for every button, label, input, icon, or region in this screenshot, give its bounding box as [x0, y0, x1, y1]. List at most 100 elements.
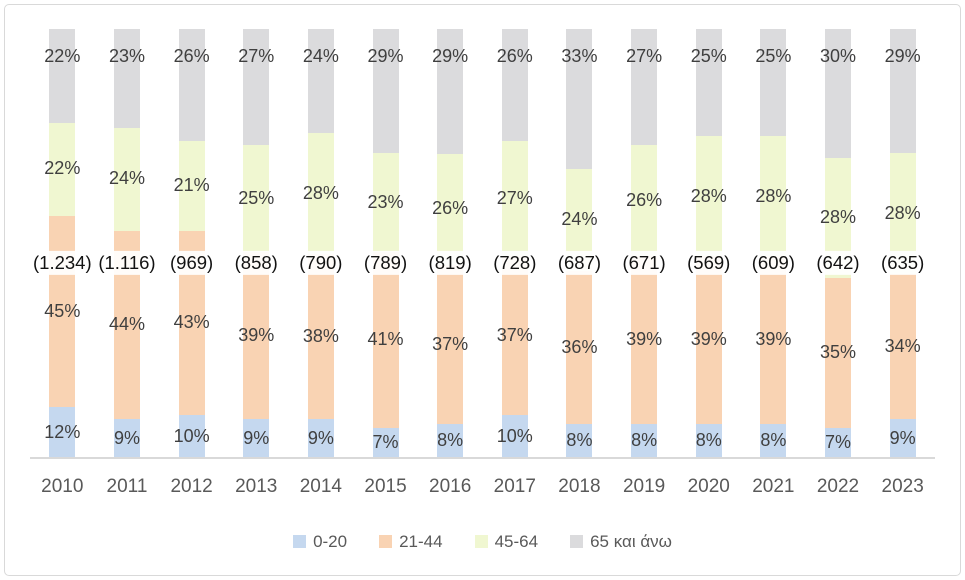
- stacked-bar: [372, 29, 399, 458]
- bar-segment-21-44: [695, 256, 722, 424]
- segment-label: 28%: [884, 202, 921, 223]
- x-axis-label: 2022: [816, 476, 860, 497]
- bar-column: 10% 43% 21% 26% (969): [159, 29, 224, 458]
- bar-segment-65-και-άνω: [49, 29, 76, 123]
- legend-swatch-0-20: [293, 534, 307, 548]
- bar-segment-0-20: [631, 423, 658, 458]
- segment-label: 26%: [432, 198, 469, 219]
- bar-segment-21-44: [437, 265, 464, 424]
- legend-item-45-64: 45-64: [474, 533, 538, 550]
- stacked-bar: [243, 29, 270, 458]
- stacked-bar: [307, 29, 334, 458]
- stacked-bar: [760, 29, 787, 458]
- bar-segment-65-και-άνω: [437, 29, 464, 154]
- x-axis-label: 2011: [106, 476, 148, 497]
- segment-label: 37%: [496, 324, 533, 345]
- chart-frame: 12% 45% 22% 22% (1.234) 9% 44% 24% 23% (1.116) 10%…: [4, 4, 961, 576]
- bar-column: 8% 39% 28% 25% (569): [676, 29, 741, 458]
- total-label: (728): [490, 250, 540, 276]
- segment-label: 10%: [496, 425, 533, 446]
- legend-label: 65 και άνω: [590, 531, 672, 551]
- stacked-bar: [437, 29, 464, 458]
- bar-segment-0-20: [695, 423, 722, 458]
- x-axis-label: 2015: [364, 476, 407, 497]
- bar-segment-21-44: [49, 215, 76, 407]
- segment-label: 30%: [819, 46, 857, 67]
- bar-column: 9% 39% 25% 27% (858): [224, 29, 289, 458]
- x-axis-label: 2018: [558, 476, 601, 497]
- x-axis-label: 2023: [881, 476, 924, 497]
- bar-column: 10% 37% 27% 26% (728): [482, 29, 547, 458]
- bar-segment-65-και-άνω: [501, 29, 528, 141]
- bar-column: 12% 45% 22% 22% (1.234): [30, 29, 95, 458]
- bar-segment-21-44: [307, 254, 334, 419]
- segment-label: 28%: [690, 185, 727, 206]
- total-label: (635): [878, 250, 928, 276]
- segment-label: 26%: [626, 189, 663, 210]
- bar-segment-65-και-άνω: [825, 29, 851, 158]
- bar-segment-0-20: [307, 419, 334, 458]
- segment-label: 8%: [566, 430, 593, 451]
- segment-label: 8%: [695, 429, 722, 450]
- bar-segment-45-64: [243, 144, 270, 253]
- bar-segment-65-και-άνω: [307, 29, 334, 134]
- segment-label: 38%: [302, 325, 339, 346]
- segment-label: 44%: [108, 314, 145, 335]
- legend-item-0-20: 0-20: [293, 533, 347, 550]
- segment-label: 29%: [884, 46, 921, 67]
- bar-segment-21-44: [566, 271, 593, 424]
- legend: 0-20 21-44 45-64 65 και άνω: [5, 529, 960, 553]
- segment-label: 26%: [496, 46, 533, 67]
- bar-segment-0-20: [501, 415, 528, 458]
- bar-column: 9% 44% 24% 23% (1.116): [95, 28, 160, 458]
- bar-segment-21-44: [889, 273, 916, 420]
- total-label: (671): [619, 250, 669, 276]
- bar-column: 7% 41% 23% 29% (789): [353, 29, 418, 458]
- bar-segment-21-44: [825, 277, 851, 428]
- segment-label: 27%: [626, 46, 663, 67]
- stacked-bar: [825, 29, 851, 458]
- total-label: (609): [748, 250, 798, 276]
- total-label: (789): [360, 250, 411, 276]
- segment-label: 29%: [367, 46, 404, 67]
- segment-label: 26%: [173, 46, 210, 67]
- segment-label: 45%: [44, 300, 81, 321]
- segment-label: 7%: [372, 432, 399, 453]
- bar-segment-65-και-άνω: [243, 29, 270, 145]
- bar-segment-65-και-άνω: [695, 29, 722, 137]
- bar-segment-0-20: [437, 423, 464, 458]
- segment-label: 21%: [173, 174, 210, 195]
- bar-segment-45-64: [307, 133, 334, 255]
- bar-segment-45-64: [501, 140, 528, 257]
- bar-segment-0-20: [49, 407, 76, 458]
- x-axis-label: 2012: [170, 476, 213, 497]
- segment-label: 35%: [819, 342, 857, 363]
- x-axis-label: 2020: [687, 476, 730, 497]
- legend-swatch-45-64: [474, 534, 488, 548]
- total-label: (1.234): [30, 250, 95, 276]
- segment-label: 39%: [755, 329, 792, 350]
- bar-segment-65-και-άνω: [566, 29, 593, 170]
- segment-label: 8%: [437, 429, 464, 450]
- bar-segment-45-64: [760, 136, 787, 257]
- x-axis-label: 2017: [493, 476, 536, 497]
- segment-label: 41%: [367, 329, 404, 350]
- segment-label: 24%: [108, 168, 145, 189]
- segment-label: 24%: [561, 209, 598, 230]
- stacked-bar: [178, 29, 205, 458]
- segment-label: 22%: [44, 46, 81, 67]
- bar-segment-65-και-άνω: [178, 29, 205, 141]
- segment-label: 39%: [626, 329, 663, 350]
- legend-item-21-44: 21-44: [379, 533, 443, 550]
- legend-label: 0-20: [313, 531, 348, 551]
- bar-segment-45-64: [178, 140, 205, 231]
- plot-area: 12% 45% 22% 22% (1.234) 9% 44% 24% 23% (1.116) 10%…: [30, 28, 935, 458]
- segment-label: 22%: [44, 158, 81, 179]
- bar-segment-0-20: [889, 419, 916, 458]
- segment-label: 29%: [432, 46, 469, 67]
- bar-segment-65-και-άνω: [760, 29, 787, 137]
- x-axis-label: 2010: [41, 476, 84, 497]
- bar-segment-45-64: [631, 144, 658, 257]
- bar-column: 8% 39% 28% 25% (609): [741, 29, 806, 458]
